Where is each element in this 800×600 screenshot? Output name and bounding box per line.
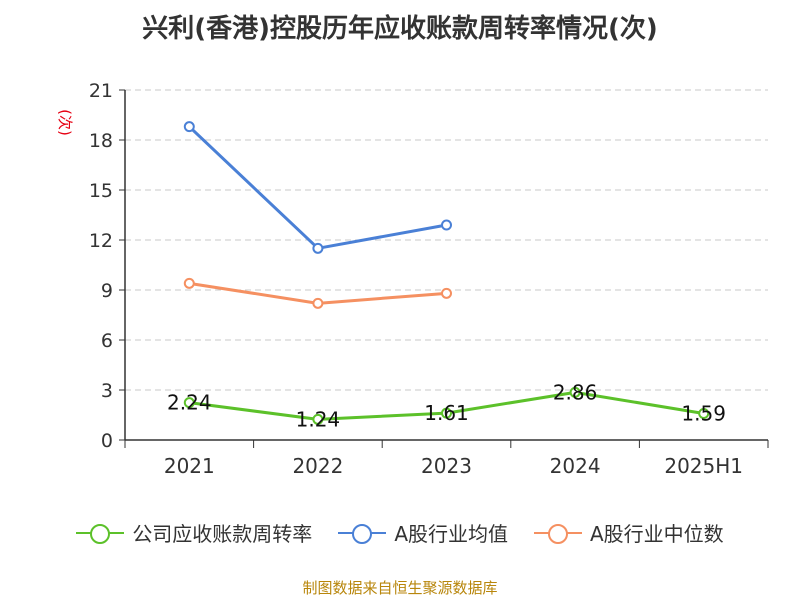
data-point xyxy=(441,219,452,231)
data-point xyxy=(312,413,324,425)
chart-title: 兴利(香港)控股历年应收账款周转率情况(次) xyxy=(142,14,658,44)
y-tick-label: 3 xyxy=(101,380,113,402)
y-tick-label: 9 xyxy=(101,280,113,302)
legend-item[interactable]: A股行业中位数 xyxy=(534,518,724,547)
y-tick-label: 18 xyxy=(89,130,113,152)
legend-marker-icon xyxy=(76,523,125,544)
legend-label: A股行业中位数 xyxy=(590,522,724,546)
data-point xyxy=(183,397,195,409)
legend: 公司应收账款周转率 A股行业均值 A股行业中位数 xyxy=(0,518,800,547)
x-tick-label: 2021 xyxy=(164,454,215,478)
y-tick-label: 21 xyxy=(89,80,113,102)
series-line xyxy=(188,125,447,250)
data-point xyxy=(183,121,195,133)
x-tick-label: 2022 xyxy=(292,454,343,478)
legend-label: A股行业均值 xyxy=(394,522,508,546)
data-label: 1.61 xyxy=(424,401,469,425)
data-point xyxy=(312,297,324,309)
data-point xyxy=(183,277,195,289)
x-tick-label: 2023 xyxy=(421,454,472,478)
legend-item[interactable]: A股行业均值 xyxy=(338,518,508,547)
data-point xyxy=(698,408,710,419)
legend-marker-icon xyxy=(534,523,582,544)
y-tick-label: 15 xyxy=(89,180,113,202)
y-tick-label: 12 xyxy=(89,230,113,252)
data-point xyxy=(312,242,324,254)
x-tick-label: 2025H1 xyxy=(664,454,743,478)
data-label: 1.24 xyxy=(296,407,341,431)
x-tick-label: 2024 xyxy=(550,454,601,478)
y-tick-label: 6 xyxy=(101,330,113,352)
data-label: 2.24 xyxy=(167,391,212,415)
legend-item[interactable]: 公司应收账款周转率 xyxy=(76,518,312,547)
data-point xyxy=(441,287,452,299)
data-point xyxy=(569,386,581,398)
legend-label: 公司应收账款周转率 xyxy=(132,522,313,546)
y-tick-label: 0 xyxy=(101,430,113,452)
legend-marker-icon xyxy=(338,523,387,544)
data-label: 2.86 xyxy=(553,380,598,404)
data-label: 1.59 xyxy=(681,402,726,426)
data-point xyxy=(441,407,452,419)
source-note: 制图数据来自恒生聚源数据库 xyxy=(302,579,498,597)
